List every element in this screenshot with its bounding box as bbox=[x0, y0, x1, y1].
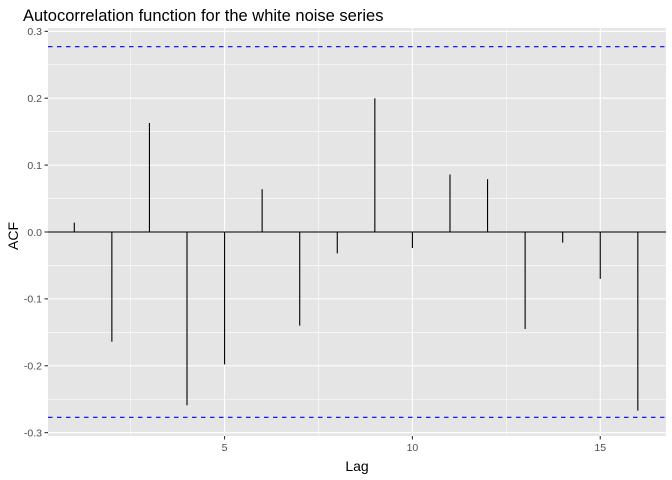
y-axis: -0.3 -0.2 -0.1 0.0 0.1 0.2 0.3 bbox=[24, 26, 48, 439]
confidence-bounds bbox=[48, 46, 666, 418]
x-tick-label: 5 bbox=[222, 442, 228, 454]
y-tick-label: 0.2 bbox=[27, 93, 42, 105]
y-tick-label: -0.3 bbox=[24, 427, 42, 439]
x-axis: 5 10 15 bbox=[222, 436, 606, 454]
x-tick-label: 10 bbox=[407, 442, 419, 454]
y-tick-label: 0.0 bbox=[27, 227, 42, 239]
y-tick-label: -0.2 bbox=[24, 361, 42, 373]
minor-gridlines bbox=[48, 28, 666, 436]
chart-title: Autocorrelation function for the white n… bbox=[23, 7, 383, 25]
x-tick-label: 15 bbox=[594, 442, 606, 454]
y-axis-title: ACF bbox=[5, 222, 21, 250]
y-tick-label: 0.3 bbox=[27, 26, 42, 38]
acf-bars bbox=[73, 98, 639, 411]
x-axis-title: Lag bbox=[345, 458, 368, 474]
major-gridlines bbox=[48, 28, 666, 436]
y-tick-label: -0.1 bbox=[24, 294, 42, 306]
y-tick-label: 0.1 bbox=[27, 160, 42, 172]
